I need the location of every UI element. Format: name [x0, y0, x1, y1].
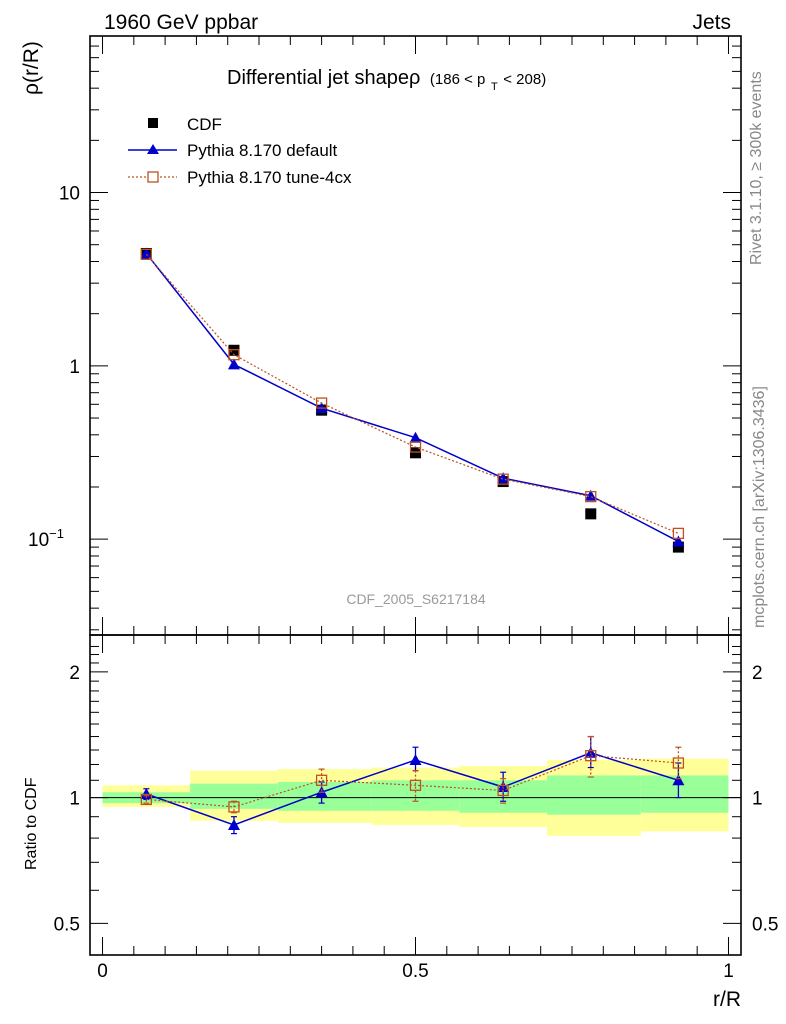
ratio-plot-frame — [89, 634, 742, 956]
default-point-4 — [497, 472, 510, 484]
green-band-5 — [546, 775, 641, 815]
ratio-default-point-5 — [584, 746, 597, 758]
ratio-default-point-1 — [227, 818, 240, 830]
default-point-6 — [672, 535, 685, 547]
ratio-y-tick-label-right: 1 — [752, 789, 763, 810]
x-tick-label: 0 — [97, 961, 108, 982]
ratio-y-tick-label: 2 — [69, 663, 80, 684]
ratio-default-point-3 — [409, 754, 422, 766]
main-line-1 — [145, 253, 679, 543]
default-point-3 — [409, 431, 422, 443]
header-left-label: 1960 GeV ppbar — [104, 11, 258, 34]
legend-label-default: Pythia 8.170 default — [187, 141, 338, 160]
title-sub-a: (186 < p — [430, 71, 485, 88]
tune-point-1 — [228, 349, 240, 361]
watermark: CDF_2005_S6217184 — [346, 591, 486, 607]
ratio-series-layer — [140, 735, 685, 835]
ratio-y-tick-label-right: 2 — [752, 663, 763, 684]
rivet-label: Rivet 3.1.10, ≥ 300k events — [748, 71, 765, 265]
title-main: Differential jet shapeρ — [227, 67, 420, 89]
ratio-y-tick-label-right: 0.5 — [752, 914, 778, 935]
chart-title: Differential jet shapeρ (186 < p T < 208… — [227, 67, 546, 95]
tune-point-3 — [409, 441, 422, 453]
default-point-0 — [140, 247, 153, 259]
default-point-1 — [227, 358, 240, 370]
header-right-label: Jets — [692, 11, 731, 34]
ratio-tune-point-4 — [497, 784, 509, 797]
legend-marker-cdf — [148, 118, 158, 128]
x-tick-label: 0.5 — [402, 961, 428, 982]
green-band-6 — [640, 775, 729, 813]
ratio-tune-point-5 — [585, 750, 597, 762]
ratio-line-1 — [146, 755, 679, 808]
ratio-default-point-6 — [672, 774, 685, 786]
main-y-axis-label: ρ(r/R) — [20, 41, 43, 95]
title-sub-t: T — [491, 81, 498, 93]
default-point-5 — [584, 489, 597, 501]
tune-point-4 — [497, 473, 509, 485]
legend-marker-tune — [147, 171, 159, 183]
tick-base: 10 — [28, 530, 49, 551]
tune-point-2 — [315, 397, 328, 409]
x-axis-label: r/R — [713, 988, 741, 1011]
mcplots-label: mcplots.cern.ch [arXiv:1306.3436] — [751, 386, 768, 628]
cdf-point-5 — [585, 508, 597, 520]
tick-exponent: −1 — [49, 526, 64, 541]
tune-point-6 — [672, 527, 685, 540]
main-line-2 — [145, 253, 679, 534]
green-band-1 — [190, 783, 278, 809]
ratio-y-axis-label: Ratio to CDF — [23, 777, 40, 870]
legend: CDF Pythia 8.170 default Pythia 8.170 tu… — [128, 115, 352, 187]
main-y-tick-label: 10−1 — [28, 526, 64, 551]
main-y-tick-label: 1 — [69, 357, 80, 378]
cdf-point-6 — [672, 541, 684, 553]
cdf-point-3 — [410, 447, 421, 459]
main-y-tick-label: 10 — [59, 184, 80, 205]
legend-label-tune: Pythia 8.170 tune-4cx — [187, 168, 352, 187]
tune-point-0 — [140, 248, 152, 260]
tune-point-5 — [585, 490, 597, 503]
ratio-tune-point-2 — [315, 774, 328, 786]
ratio-tune-point-6 — [672, 757, 685, 769]
ratio-y-tick-label: 0.5 — [54, 914, 80, 935]
main-series-layer — [140, 247, 685, 553]
legend-marker-default — [147, 144, 159, 154]
title-sub-b: < 208) — [503, 71, 546, 88]
ratio-tune-point-3 — [409, 779, 422, 791]
legend-label-cdf: CDF — [187, 115, 222, 134]
ratio-tune-point-0 — [140, 793, 152, 806]
x-tick-label: 1 — [723, 961, 734, 982]
ratio-tune-point-1 — [228, 801, 240, 813]
ratio-y-tick-label: 1 — [69, 789, 80, 810]
